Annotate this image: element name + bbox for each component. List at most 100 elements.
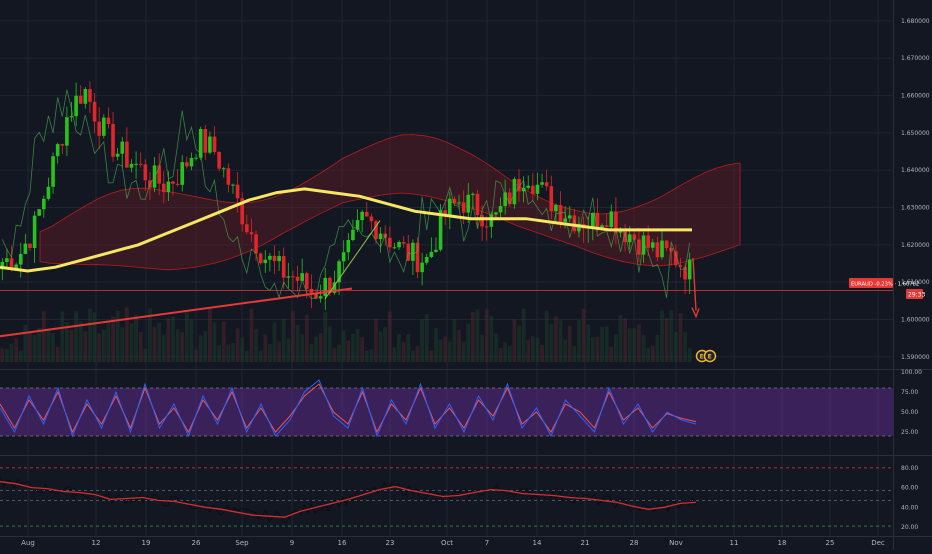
volume-bar [678, 313, 683, 362]
candle-body [434, 249, 438, 252]
volume-bar [203, 330, 208, 362]
volume-bar [254, 328, 258, 362]
volume-bar [429, 350, 434, 362]
volume-bar [148, 308, 152, 362]
volume-bar [37, 327, 42, 362]
candle-body [240, 198, 245, 225]
event-marker-2[interactable] [703, 349, 717, 363]
time-tick-label: 14 [533, 539, 542, 547]
candle-body [175, 183, 180, 185]
candle-body [457, 202, 461, 204]
stochastic-tick-label: 75.00 [901, 389, 918, 396]
volume-bar [618, 314, 623, 362]
candle-body [572, 215, 577, 232]
price-tick-label: 1.660000 [901, 93, 930, 100]
volume-bar [18, 350, 23, 362]
volume-bar [32, 335, 37, 362]
candle-body [683, 266, 687, 280]
volume-bar [489, 315, 494, 362]
candle-body [632, 234, 637, 240]
candle-body [304, 273, 309, 289]
time-tick-label: 21 [581, 539, 590, 547]
volume-bar [323, 311, 328, 362]
volume-bar [300, 334, 305, 362]
candle-body [254, 234, 258, 254]
volume-bar [291, 311, 295, 362]
volume-bar [554, 316, 558, 362]
candle-body [88, 89, 92, 102]
candle-body [674, 251, 678, 266]
candle-body [323, 277, 328, 297]
candle-body [531, 185, 535, 194]
candle-body [115, 153, 120, 157]
trend-line [0, 287, 353, 338]
volume-bar [392, 347, 397, 362]
volume-bar [535, 337, 540, 362]
volume-bar [111, 316, 115, 362]
candle-body [189, 158, 194, 167]
candle-body [660, 240, 664, 258]
volume-bar [687, 348, 692, 362]
price-tick-label: 1.600000 [901, 316, 930, 323]
volume-bar [581, 308, 586, 362]
price-tick-label: 1.640000 [901, 167, 930, 174]
candle-body [591, 212, 595, 228]
candle-body [258, 253, 263, 264]
volume-bar [309, 343, 314, 362]
candle-body [83, 89, 88, 104]
candle-body [51, 156, 55, 187]
time-tick-label: 26 [192, 539, 201, 547]
volume-bar [184, 312, 189, 362]
last-price-badge-bg [849, 278, 893, 288]
volume-bar [567, 325, 572, 362]
rsi-tick-label: 40.00 [901, 504, 918, 511]
cloud-area [39, 134, 741, 271]
volume-bar [604, 326, 609, 362]
volume-bar [281, 318, 286, 362]
volume-bar [314, 336, 318, 362]
volume-bar [78, 321, 83, 362]
volume-bar [120, 327, 125, 362]
volume-bar [226, 344, 231, 362]
volume-bar [0, 348, 5, 362]
time-tick-label: Nov [669, 539, 683, 547]
candle-body [101, 117, 106, 136]
candle-body [69, 116, 74, 118]
stochastic-pane [0, 379, 893, 438]
volume-bar [83, 331, 88, 362]
candle-body [438, 210, 443, 250]
candle-body [503, 192, 507, 207]
candle-body [0, 261, 5, 270]
volume-bar [332, 348, 337, 362]
volume-bar [231, 342, 235, 362]
candle-body [388, 237, 392, 248]
volume-bar [341, 330, 346, 362]
event-markers[interactable]: E E [695, 349, 717, 363]
volume-bar [360, 337, 365, 362]
candle-body [406, 243, 411, 261]
candle-body [637, 239, 641, 255]
volume-bar [641, 334, 646, 362]
volume-bar [157, 322, 162, 362]
candle-body [231, 184, 235, 186]
last-price-badge: EURAUD -0.23% · 1.60782 29:33 [849, 278, 925, 299]
candle-body [558, 205, 563, 223]
volume-bar [664, 318, 669, 362]
volume-bar [106, 320, 111, 362]
volume-bar [586, 324, 591, 362]
candle-body [309, 288, 314, 294]
volume-bar [171, 316, 175, 362]
volume-bar [134, 314, 138, 362]
volume-bar [406, 334, 411, 362]
volume-bar [410, 350, 415, 362]
candle-body [420, 262, 424, 273]
volume-bar [424, 313, 429, 362]
volume-bar [374, 318, 378, 362]
candle-body [669, 248, 674, 252]
volume-bar [627, 328, 632, 362]
event-marker-1-label: E [700, 354, 704, 361]
candle-body [295, 276, 300, 281]
candle-body [212, 136, 217, 153]
